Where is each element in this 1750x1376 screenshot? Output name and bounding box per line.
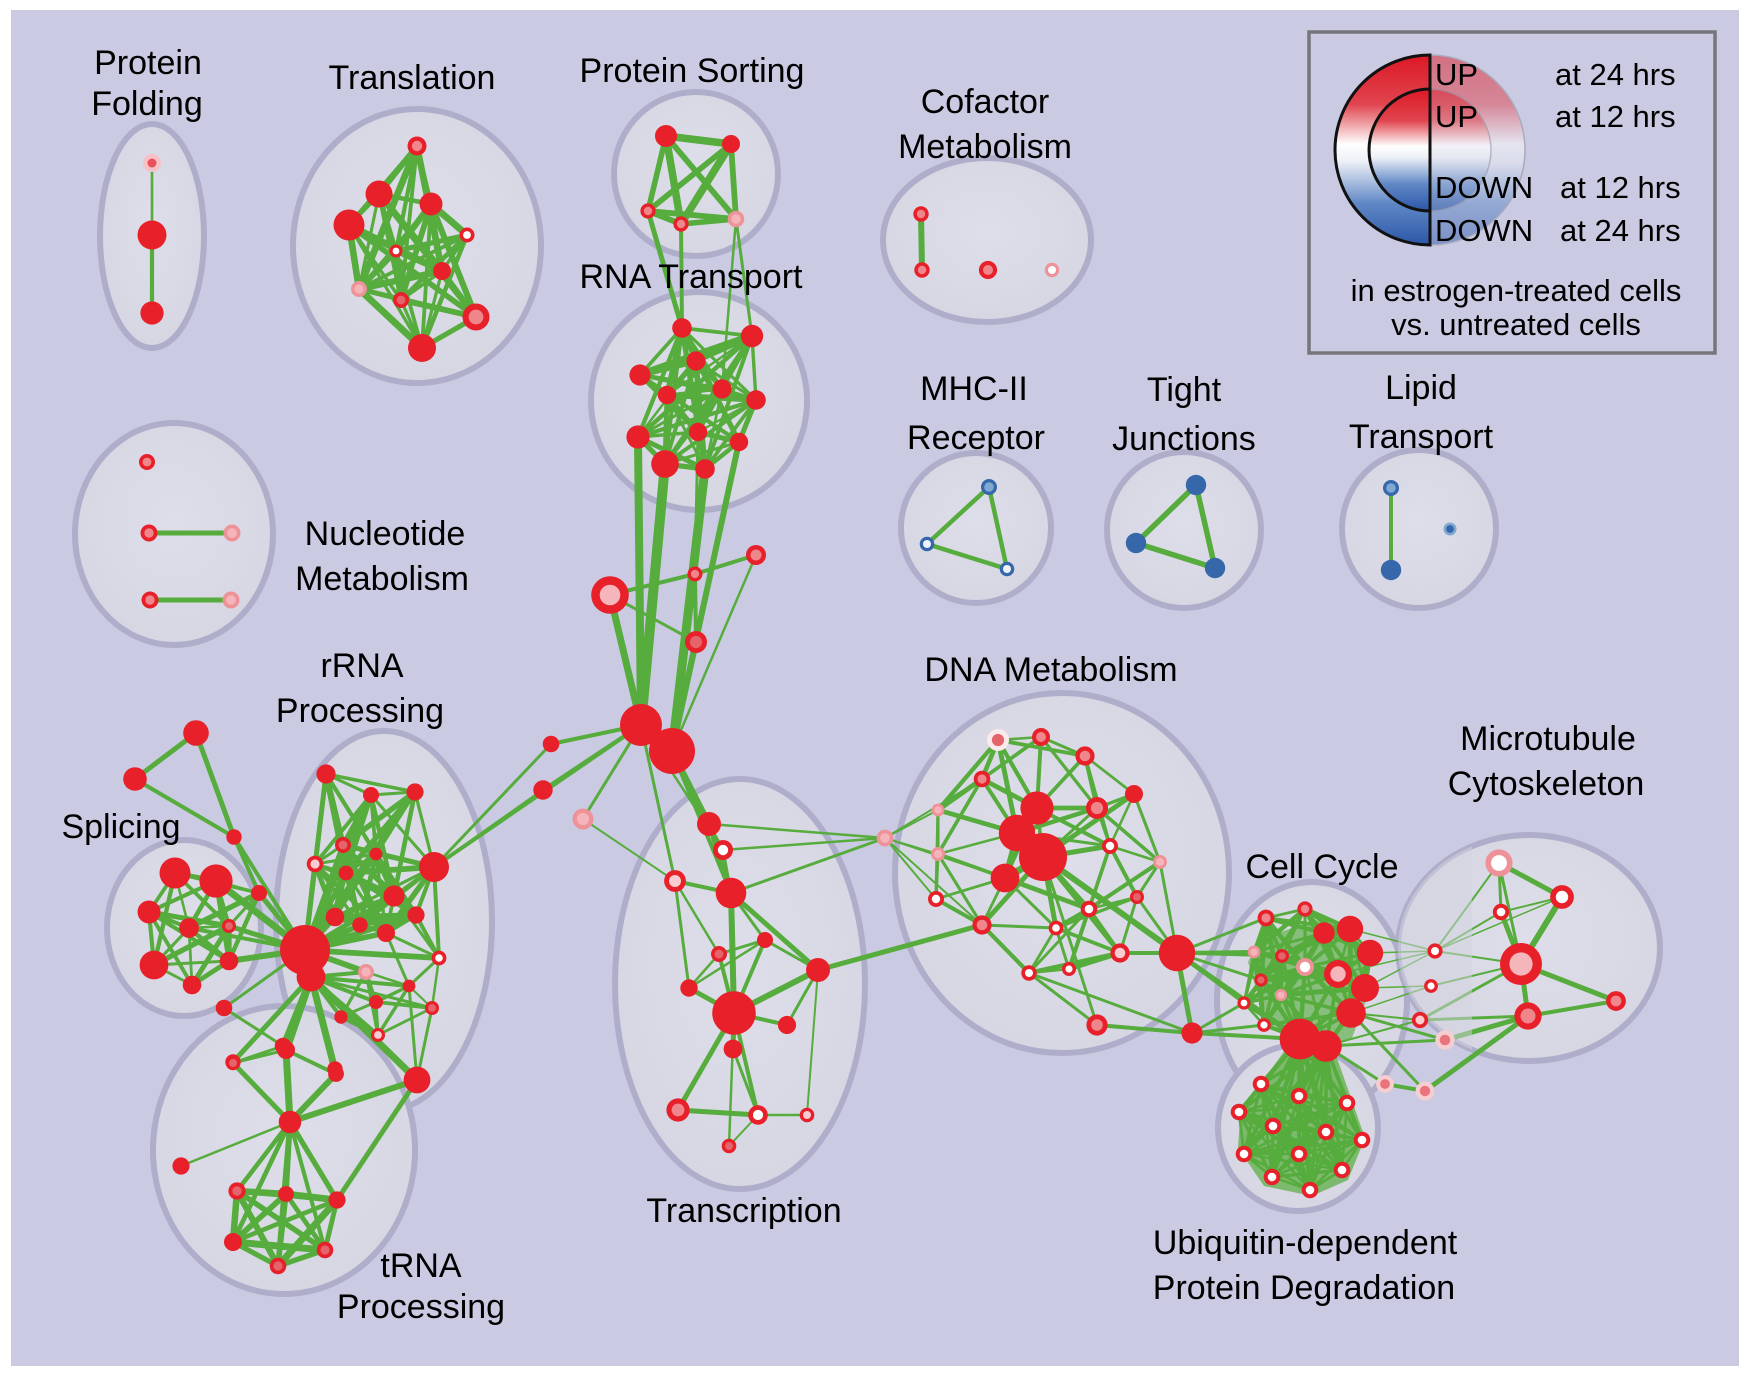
svg-text:DOWN: DOWN [1435,170,1533,205]
svg-text:Cytoskeleton: Cytoskeleton [1448,765,1645,803]
svg-text:UP: UP [1435,57,1478,92]
svg-text:in estrogen-treated cells: in estrogen-treated cells [1351,273,1682,308]
svg-text:Protein: Protein [94,44,202,82]
svg-text:Cofactor: Cofactor [921,83,1050,121]
svg-text:Microtubule: Microtubule [1460,720,1636,758]
svg-text:Junctions: Junctions [1112,420,1256,458]
svg-text:rRNA: rRNA [320,647,403,685]
svg-text:Transport: Transport [1349,418,1494,456]
svg-text:Cell Cycle: Cell Cycle [1245,848,1398,886]
svg-text:Folding: Folding [91,85,203,123]
svg-text:Processing: Processing [276,692,444,730]
svg-text:Transcription: Transcription [646,1192,841,1230]
svg-text:Splicing: Splicing [61,808,180,846]
svg-text:at 24 hrs: at 24 hrs [1560,213,1681,248]
svg-text:UP: UP [1435,99,1478,134]
svg-text:at 12 hrs: at 12 hrs [1560,170,1681,205]
svg-text:at 12 hrs: at 12 hrs [1555,99,1676,134]
svg-text:tRNA: tRNA [380,1247,462,1285]
svg-text:Nucleotide: Nucleotide [305,515,466,553]
svg-text:Metabolism: Metabolism [295,560,469,598]
svg-text:Ubiquitin-dependent: Ubiquitin-dependent [1153,1224,1458,1262]
svg-text:Processing: Processing [337,1288,505,1326]
svg-text:RNA Transport: RNA Transport [580,258,804,296]
svg-text:Tight: Tight [1147,371,1222,409]
svg-text:Translation: Translation [329,59,496,97]
svg-text:vs. untreated cells: vs. untreated cells [1391,307,1641,342]
svg-text:DNA Metabolism: DNA Metabolism [924,651,1177,689]
svg-text:MHC-II: MHC-II [920,370,1028,408]
svg-text:Metabolism: Metabolism [898,128,1072,166]
svg-text:Protein Sorting: Protein Sorting [580,52,805,90]
svg-text:Lipid: Lipid [1385,369,1457,407]
svg-text:Receptor: Receptor [907,419,1045,457]
svg-text:at 24 hrs: at 24 hrs [1555,57,1676,92]
svg-text:Protein Degradation: Protein Degradation [1153,1269,1455,1307]
svg-text:DOWN: DOWN [1435,213,1533,248]
